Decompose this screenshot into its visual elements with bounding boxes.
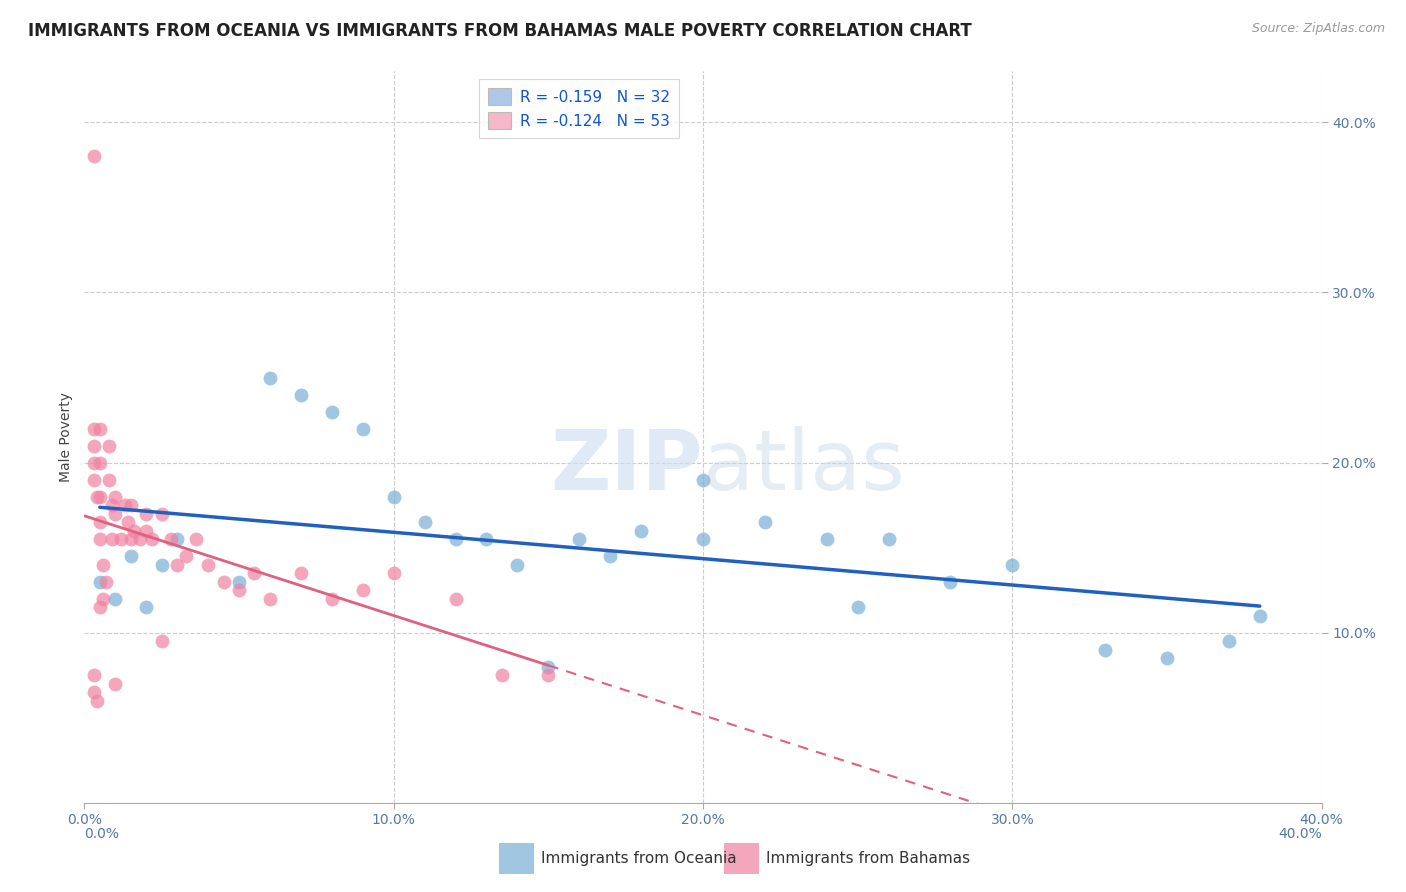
Point bbox=[228, 574, 250, 589]
Point bbox=[83, 473, 105, 487]
Point bbox=[83, 456, 105, 470]
Point bbox=[166, 532, 188, 546]
Point bbox=[114, 498, 136, 512]
Point bbox=[120, 532, 142, 546]
Point bbox=[120, 549, 142, 563]
Point bbox=[83, 439, 105, 453]
Point bbox=[352, 583, 374, 598]
Point bbox=[444, 591, 467, 606]
Point bbox=[1249, 608, 1271, 623]
Point bbox=[692, 532, 714, 546]
Point bbox=[382, 490, 405, 504]
Y-axis label: Male Poverty: Male Poverty bbox=[59, 392, 73, 482]
Point bbox=[754, 515, 776, 529]
Point bbox=[98, 473, 121, 487]
Point bbox=[166, 558, 188, 572]
Point bbox=[89, 456, 111, 470]
Point bbox=[176, 549, 198, 563]
Point bbox=[83, 668, 105, 682]
Text: Immigrants from Bahamas: Immigrants from Bahamas bbox=[766, 852, 970, 866]
Point bbox=[86, 694, 108, 708]
Point bbox=[475, 532, 498, 546]
Point bbox=[1094, 642, 1116, 657]
Point bbox=[630, 524, 652, 538]
Point bbox=[228, 583, 250, 598]
Point bbox=[1156, 651, 1178, 665]
Point bbox=[382, 566, 405, 581]
Point bbox=[104, 507, 127, 521]
Point bbox=[91, 558, 114, 572]
Point bbox=[129, 532, 152, 546]
Text: Immigrants from Oceania: Immigrants from Oceania bbox=[541, 852, 737, 866]
Point bbox=[290, 566, 312, 581]
Point bbox=[91, 591, 114, 606]
Point bbox=[1001, 558, 1024, 572]
Point bbox=[110, 532, 132, 546]
Point bbox=[83, 685, 105, 699]
Point bbox=[135, 507, 157, 521]
Point bbox=[692, 473, 714, 487]
Point bbox=[104, 591, 127, 606]
Point bbox=[506, 558, 529, 572]
Text: ZIP: ZIP bbox=[551, 425, 703, 507]
Point bbox=[444, 532, 467, 546]
Point bbox=[160, 532, 183, 546]
Point bbox=[135, 524, 157, 538]
Point bbox=[259, 591, 281, 606]
Point bbox=[815, 532, 838, 546]
Point bbox=[122, 524, 145, 538]
Point bbox=[150, 507, 173, 521]
Point bbox=[184, 532, 207, 546]
Point bbox=[117, 515, 139, 529]
Point bbox=[101, 532, 124, 546]
Point bbox=[94, 574, 117, 589]
Point bbox=[120, 498, 142, 512]
Point bbox=[83, 421, 105, 435]
Point bbox=[259, 370, 281, 384]
Legend: R = -0.159   N = 32, R = -0.124   N = 53: R = -0.159 N = 32, R = -0.124 N = 53 bbox=[479, 79, 679, 138]
Point bbox=[212, 574, 235, 589]
Point bbox=[537, 668, 560, 682]
Point bbox=[89, 515, 111, 529]
Point bbox=[104, 677, 127, 691]
Point bbox=[83, 149, 105, 163]
Point bbox=[413, 515, 436, 529]
Point bbox=[599, 549, 621, 563]
Point bbox=[568, 532, 591, 546]
Point bbox=[101, 498, 124, 512]
Text: IMMIGRANTS FROM OCEANIA VS IMMIGRANTS FROM BAHAMAS MALE POVERTY CORRELATION CHAR: IMMIGRANTS FROM OCEANIA VS IMMIGRANTS FR… bbox=[28, 22, 972, 40]
Point bbox=[537, 659, 560, 673]
Point bbox=[89, 532, 111, 546]
Text: 0.0%: 0.0% bbox=[84, 827, 120, 841]
Point bbox=[877, 532, 900, 546]
Point bbox=[491, 668, 513, 682]
Point bbox=[150, 634, 173, 648]
Point bbox=[150, 558, 173, 572]
Point bbox=[89, 421, 111, 435]
Point bbox=[1218, 634, 1240, 648]
Point bbox=[141, 532, 163, 546]
Point bbox=[98, 439, 121, 453]
Text: Source: ZipAtlas.com: Source: ZipAtlas.com bbox=[1251, 22, 1385, 36]
Point bbox=[243, 566, 266, 581]
Point bbox=[89, 574, 111, 589]
Point bbox=[846, 600, 869, 615]
Point bbox=[939, 574, 962, 589]
Point bbox=[89, 490, 111, 504]
Point bbox=[89, 600, 111, 615]
Point bbox=[135, 600, 157, 615]
Point bbox=[290, 387, 312, 401]
Point bbox=[104, 490, 127, 504]
Text: atlas: atlas bbox=[703, 425, 904, 507]
Text: 40.0%: 40.0% bbox=[1278, 827, 1322, 841]
Point bbox=[352, 421, 374, 435]
Point bbox=[321, 591, 343, 606]
Point bbox=[86, 490, 108, 504]
Point bbox=[197, 558, 219, 572]
Point bbox=[321, 404, 343, 418]
